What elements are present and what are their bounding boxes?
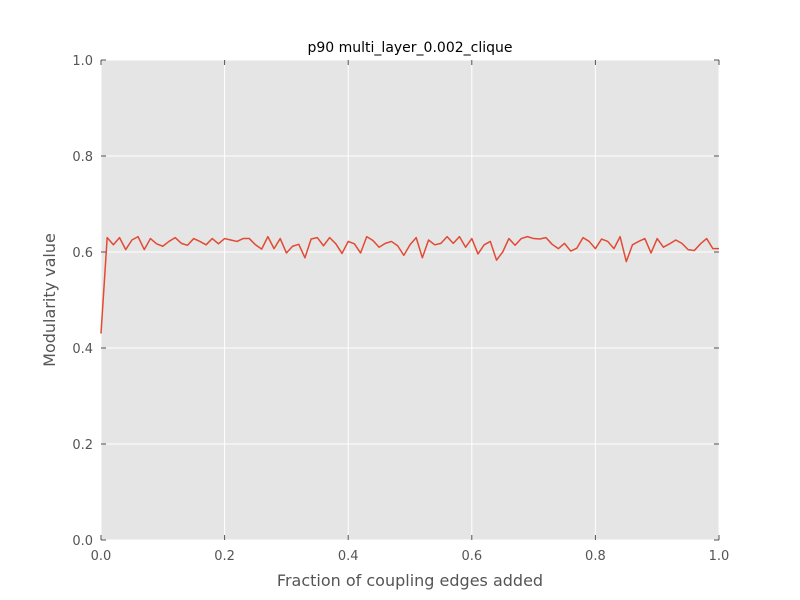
axis-ticks: 0.0 0.2 0.4 0.6 0.8 1.0 0.0 0.2 0.4 0.6 0.8 1.0	[72, 54, 729, 564]
y-tick-label: 0.4	[72, 342, 93, 357]
y-tick-label: 0.6	[72, 246, 93, 261]
y-tick-label: 0.2	[72, 438, 93, 453]
plot-area	[101, 60, 719, 540]
x-tick-label: 0.4	[338, 549, 359, 564]
y-axis-label: Modularity value	[40, 233, 59, 367]
x-tick-label: 0.0	[91, 549, 112, 564]
x-tick-label: 0.8	[585, 549, 606, 564]
y-tick-label: 0.0	[72, 534, 93, 549]
chart-title: p90 multi_layer_0.002_clique	[308, 40, 513, 56]
y-tick-label: 1.0	[72, 54, 93, 69]
grid-lines	[100, 59, 720, 541]
y-tick-label: 0.8	[72, 150, 93, 165]
x-tick-label: 0.6	[461, 549, 482, 564]
x-tick-label: 1.0	[709, 549, 730, 564]
x-axis-label: Fraction of coupling edges added	[277, 571, 543, 590]
series-line	[100, 235, 719, 334]
x-tick-label: 0.2	[214, 549, 235, 564]
series-layer	[100, 235, 719, 334]
